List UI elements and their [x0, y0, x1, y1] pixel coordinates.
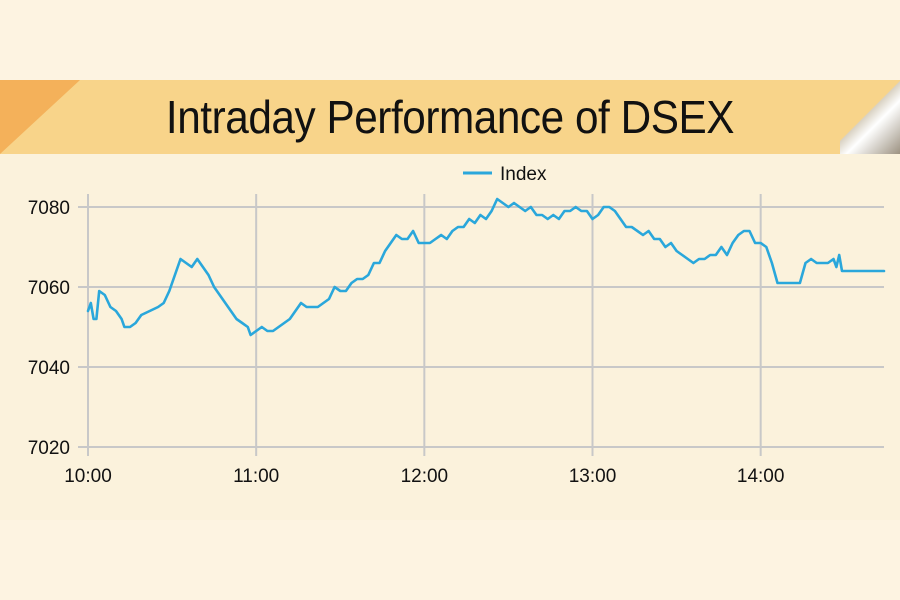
chart-grid	[78, 194, 884, 456]
banner-left-accent	[0, 80, 80, 154]
chart-title: Intraday Performance of DSEX	[165, 91, 735, 143]
chart-legend: Index	[463, 164, 547, 185]
x-tick-label: 13:00	[569, 466, 617, 487]
banner-page-curl	[840, 80, 900, 154]
x-tick-label: 11:00	[233, 466, 279, 487]
y-tick-label: 7060	[28, 278, 70, 299]
title-banner	[0, 80, 900, 154]
y-tick-label: 7020	[28, 438, 70, 459]
x-tick-label: 14:00	[737, 466, 785, 487]
x-axis-ticks: 10:00 11:00 12:00 13:00 14:00	[64, 466, 784, 487]
series-index	[86, 197, 886, 337]
x-tick-label: 12:00	[401, 466, 449, 487]
y-tick-label: 7040	[28, 358, 70, 379]
y-axis-ticks: 7020 7040 7060 7080	[28, 198, 70, 459]
x-tick-label: 10:00	[64, 466, 112, 487]
series-line-index	[86, 197, 886, 337]
line-chart: Index 7020 7040 7060 7080 10:00 11:00 12:00 13…	[28, 164, 886, 487]
legend-label-index: Index	[500, 164, 547, 185]
y-tick-label: 7080	[28, 198, 70, 219]
chart-panel	[0, 154, 900, 520]
